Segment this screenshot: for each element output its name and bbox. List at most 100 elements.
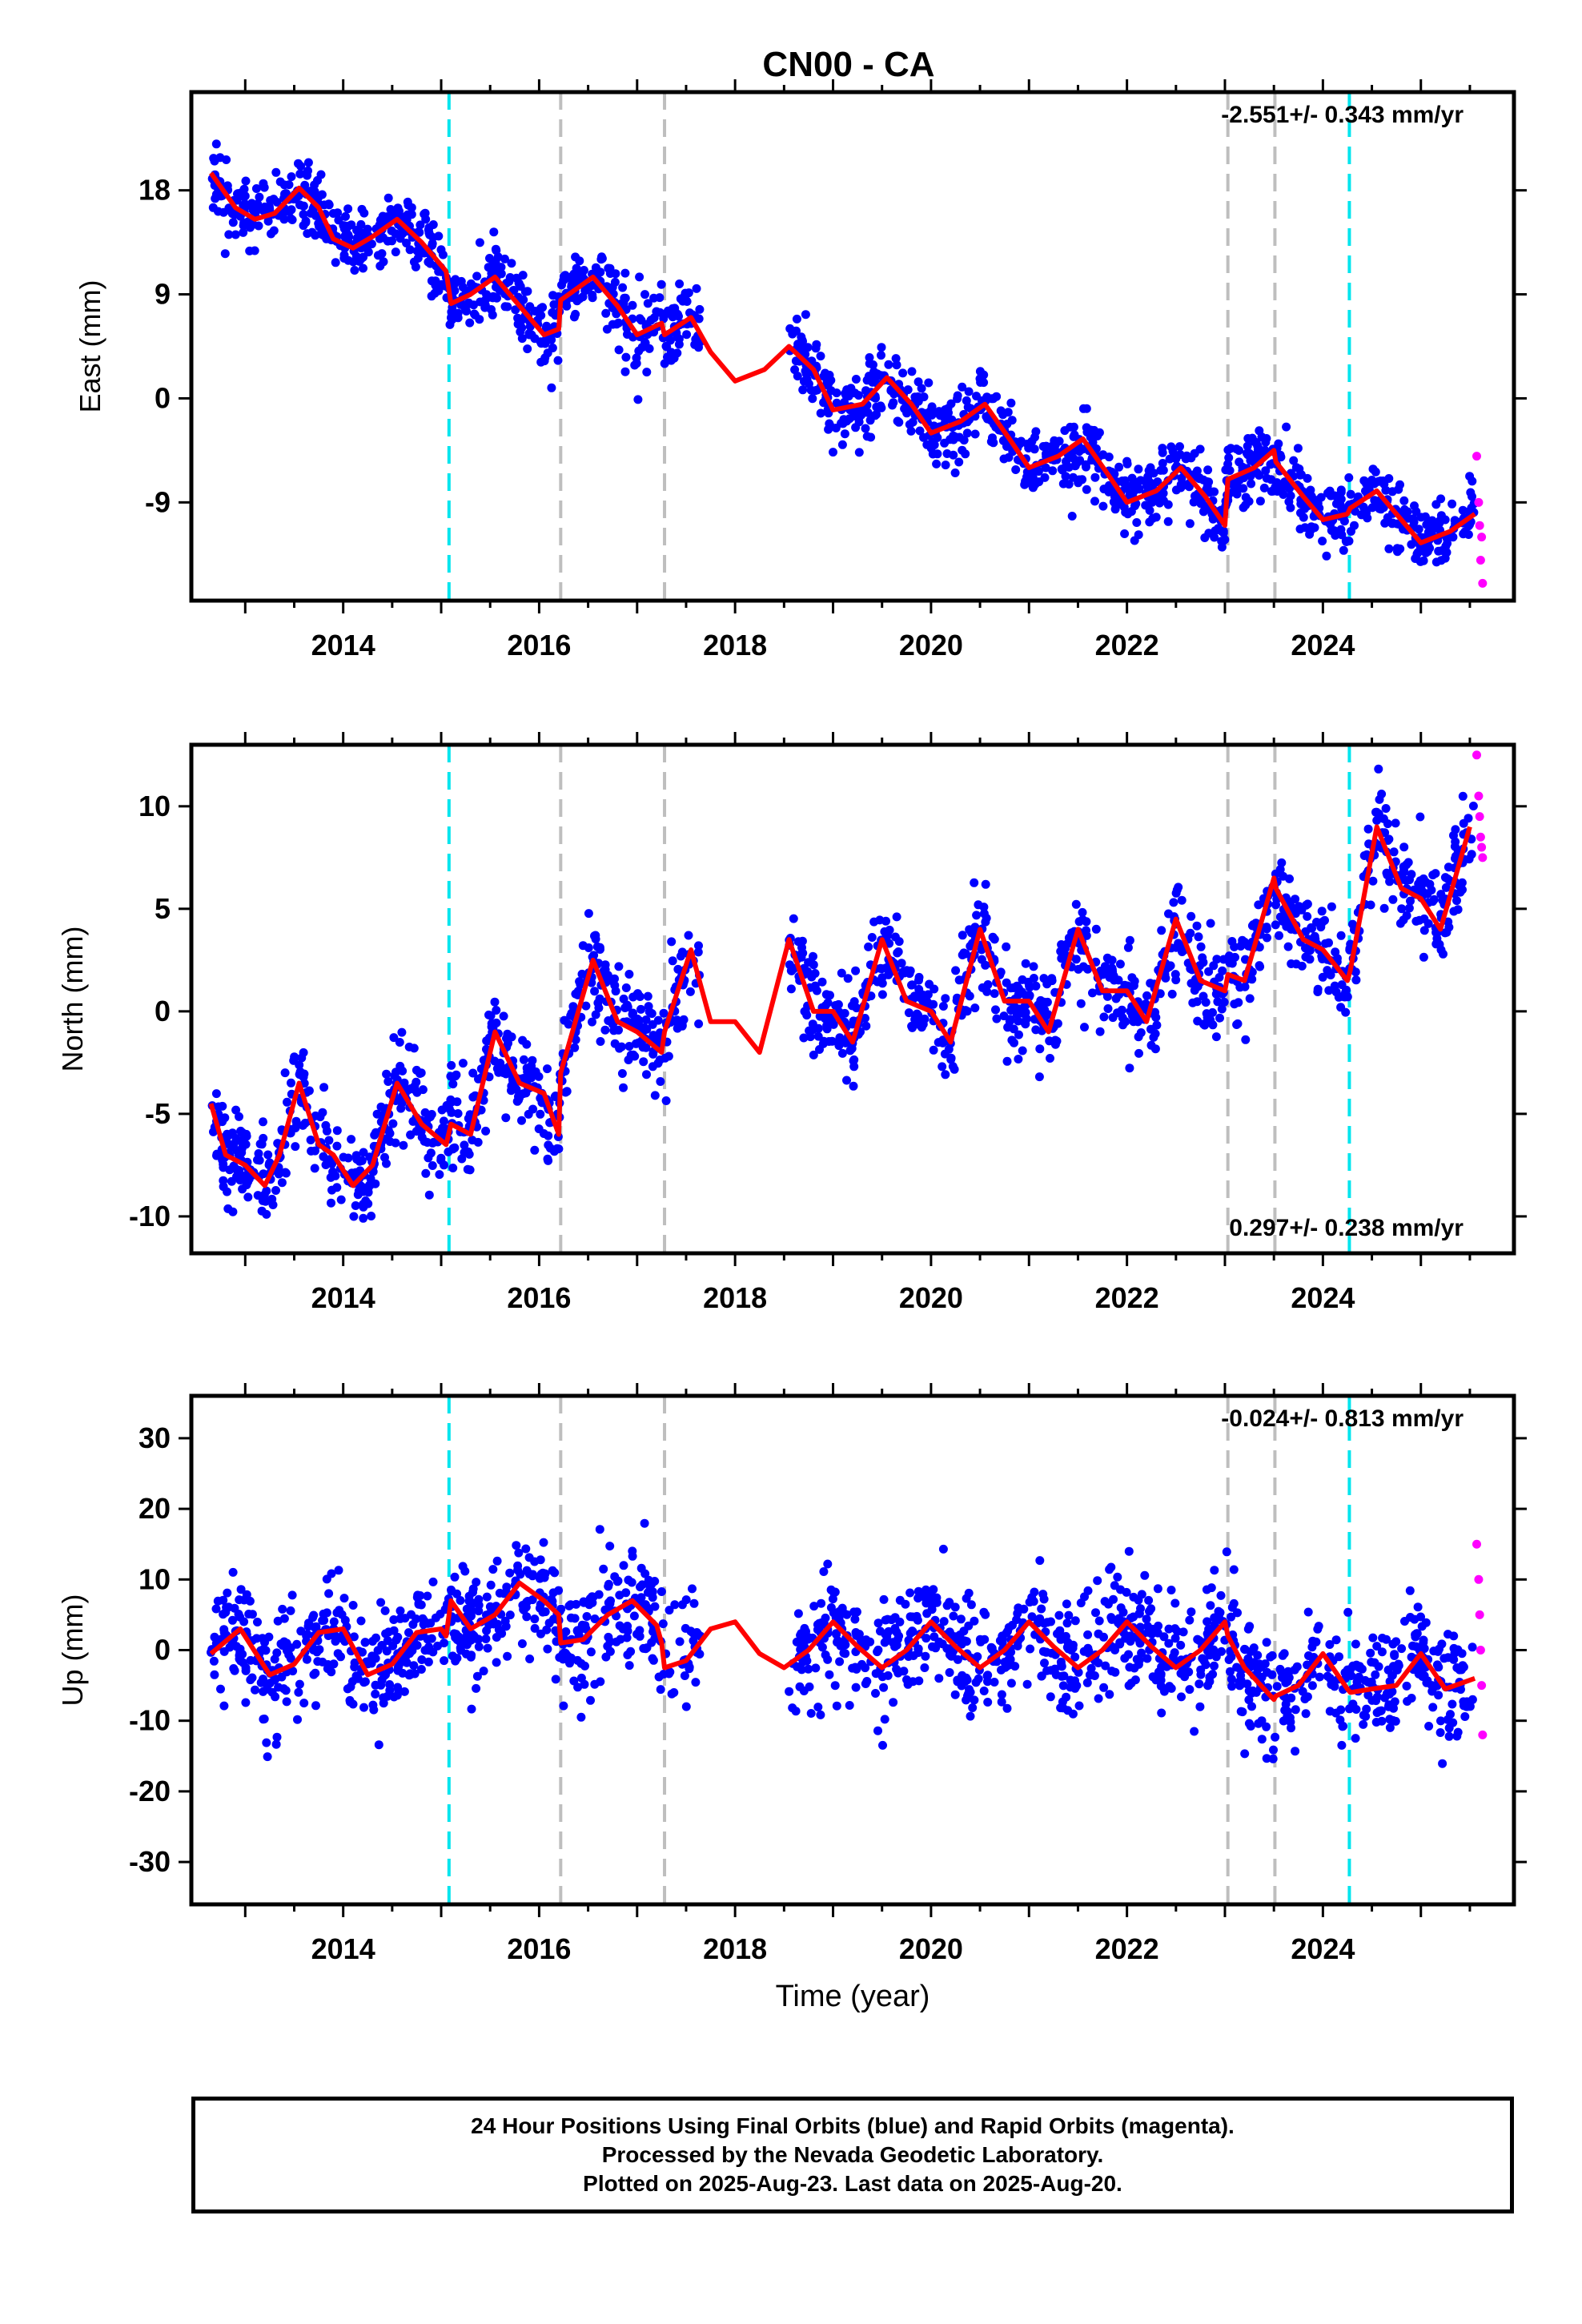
final-orbit-point (823, 1559, 833, 1569)
final-orbit-point (367, 1212, 376, 1220)
final-orbit-point (1399, 868, 1408, 878)
final-orbit-point (1233, 1608, 1242, 1618)
final-orbit-point (517, 1116, 526, 1125)
final-orbit-point (383, 1126, 393, 1136)
final-orbit-point (524, 329, 534, 338)
final-orbit-point (614, 345, 624, 355)
final-orbit-point (398, 1066, 408, 1076)
final-orbit-point (1058, 1681, 1068, 1691)
final-orbit-point (942, 1644, 952, 1653)
final-orbit-point (1130, 1663, 1139, 1673)
final-orbit-point (1227, 1682, 1237, 1691)
final-orbit-point (1422, 1678, 1431, 1687)
final-orbit-point (1213, 997, 1223, 1007)
final-orbit-point (1424, 1722, 1434, 1731)
final-orbit-point (358, 1647, 367, 1657)
final-orbit-point (921, 1651, 930, 1661)
final-orbit-point (1437, 1639, 1447, 1649)
final-orbit-point (635, 272, 644, 282)
final-orbit-point (1094, 1616, 1104, 1626)
final-orbit-point (636, 1582, 644, 1592)
final-orbit-point (1435, 1728, 1445, 1737)
final-orbit-point (1247, 975, 1257, 984)
final-orbit-point (485, 254, 494, 263)
final-orbit-point (352, 233, 362, 243)
final-orbit-point (1320, 915, 1329, 925)
final-orbit-point (1277, 858, 1287, 867)
final-orbit-point (447, 1060, 456, 1070)
final-orbit-point (1129, 981, 1138, 991)
final-orbit-point (656, 1685, 665, 1695)
final-orbit-point (238, 1650, 247, 1659)
final-orbit-point (613, 1576, 623, 1586)
final-orbit-point (979, 909, 989, 919)
final-orbit-point (1193, 1634, 1203, 1644)
final-orbit-point (1267, 475, 1276, 485)
final-orbit-point (1387, 1687, 1397, 1696)
final-orbit-point (538, 303, 548, 312)
final-orbit-point (228, 1615, 237, 1625)
final-orbit-point (1102, 953, 1112, 963)
final-orbit-point (501, 1113, 511, 1123)
final-orbit-point (1099, 1683, 1109, 1692)
final-orbit-point (488, 1619, 498, 1629)
final-orbit-point (1452, 1663, 1462, 1672)
final-orbit-point (1178, 947, 1186, 956)
final-orbit-point (956, 1614, 966, 1624)
final-orbit-point (924, 378, 934, 388)
final-orbit-point (665, 1669, 674, 1679)
final-orbit-point (239, 1595, 249, 1605)
final-orbit-point (1018, 1046, 1027, 1055)
final-orbit-point (1287, 1723, 1295, 1733)
final-orbit-point (861, 1021, 871, 1031)
final-orbit-point (1110, 505, 1120, 514)
final-orbit-point (1113, 1572, 1122, 1582)
final-orbit-point (1346, 489, 1355, 499)
final-orbit-point (1105, 1690, 1114, 1699)
final-orbit-point (319, 1083, 329, 1092)
final-orbit-point (877, 1672, 887, 1682)
final-orbit-point (1218, 966, 1227, 975)
final-orbit-point (275, 177, 285, 187)
final-orbit-point (1071, 899, 1081, 909)
final-orbit-point (263, 216, 273, 226)
final-orbit-point (1004, 1622, 1014, 1632)
final-orbit-point (310, 1164, 319, 1173)
final-orbit-point (354, 225, 363, 235)
final-orbit-point (586, 1695, 595, 1705)
final-orbit-point (247, 1610, 257, 1619)
final-orbit-point (420, 1616, 429, 1626)
final-orbit-point (1057, 1671, 1066, 1681)
final-orbit-point (1106, 1562, 1116, 1572)
final-orbit-point (940, 1049, 950, 1059)
final-orbit-point (376, 1598, 386, 1607)
final-orbit-point (391, 1068, 400, 1077)
final-orbit-point (375, 261, 385, 271)
final-orbit-point (1338, 1722, 1347, 1731)
final-orbit-point (239, 1658, 248, 1667)
final-orbit-point (1453, 905, 1463, 915)
final-orbit-point (990, 989, 999, 999)
final-orbit-point (790, 365, 800, 375)
final-orbit-point (818, 1039, 828, 1048)
final-orbit-point (689, 1598, 699, 1608)
final-orbit-point (1405, 1586, 1415, 1595)
final-orbit-points (207, 139, 1479, 567)
final-orbit-point (270, 1655, 279, 1664)
final-orbit-point (371, 1689, 380, 1699)
final-orbit-point (1383, 819, 1392, 829)
final-orbit-point (256, 1678, 266, 1687)
final-orbit-point (565, 1659, 574, 1668)
final-orbit-point (1257, 1716, 1267, 1726)
final-orbit-point (1234, 998, 1243, 1007)
final-orbit-point (383, 1077, 393, 1086)
final-orbit-point (850, 388, 860, 398)
y-tick-label: 18 (139, 174, 171, 207)
final-orbit-point (1204, 1624, 1214, 1634)
final-orbit-point (1134, 464, 1143, 474)
final-orbit-point (1068, 1709, 1078, 1719)
final-orbit-point (1006, 1679, 1016, 1688)
final-orbit-point (837, 440, 847, 449)
final-orbit-point (1166, 442, 1176, 452)
